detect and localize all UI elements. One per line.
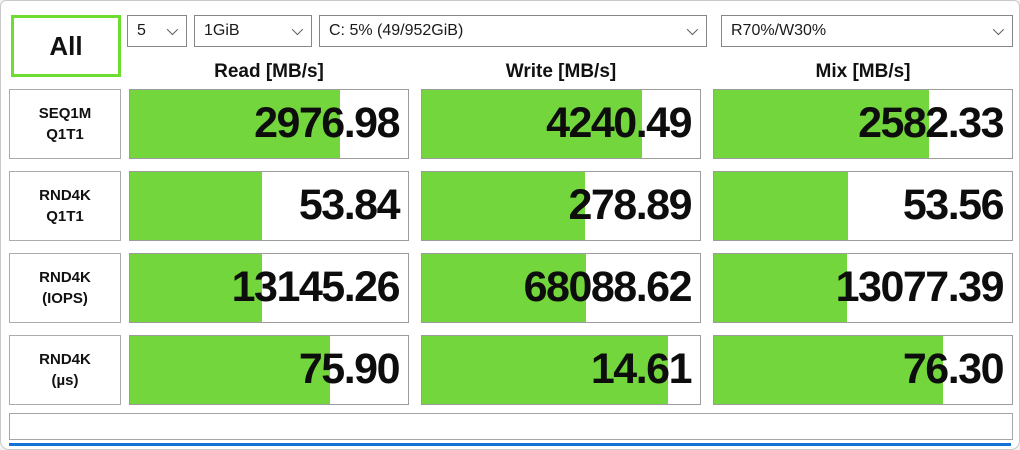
result-value: 53.56: [902, 181, 1005, 229]
row-label-rnd4k-latency: RND4K (µs): [9, 335, 121, 405]
bar-fill: [714, 254, 847, 322]
bar-fill: [714, 172, 849, 240]
row-label-seq1m-q1t1: SEQ1M Q1T1: [9, 89, 121, 159]
bar-fill: [422, 254, 587, 322]
chevron-down-icon: [166, 23, 179, 36]
result-value: 75.90: [298, 345, 401, 393]
column-header-mix: Mix [MB/s]: [815, 61, 911, 82]
bar-fill: [714, 336, 944, 404]
result-cell-seq1m-write[interactable]: 4240.49: [421, 89, 701, 159]
column-header-read: Read [MB/s]: [214, 61, 324, 82]
mix-ratio-dropdown[interactable]: R70%/W30%: [721, 15, 1013, 47]
bar-fill: [130, 254, 263, 322]
result-value: 13145.26: [231, 263, 401, 311]
status-bar: [9, 413, 1013, 440]
result-value: 13077.39: [835, 263, 1005, 311]
mix-ratio-value: R70%/W30%: [731, 22, 827, 39]
result-value: 76.30: [902, 345, 1005, 393]
bar-fill: [714, 90, 929, 158]
row-label-rnd4k-q1t1: RND4K Q1T1: [9, 171, 121, 241]
result-cell-latency-write[interactable]: 14.61: [421, 335, 701, 405]
result-value: 2976.98: [254, 99, 400, 147]
result-value: 4240.49: [546, 99, 692, 147]
result-cell-latency-read[interactable]: 75.90: [129, 335, 409, 405]
result-cell-rnd4k-mix[interactable]: 53.56: [713, 171, 1013, 241]
row-label-line2: Q1T1: [46, 208, 84, 225]
row-label-line1: RND4K: [39, 351, 91, 368]
row-label-line1: SEQ1M: [38, 105, 92, 122]
row-label-line2: (µs): [51, 372, 79, 389]
bar-fill: [130, 172, 263, 240]
result-value: 14.61: [590, 345, 693, 393]
window-accent-line: [9, 443, 1011, 446]
bar-fill: [130, 336, 331, 404]
target-drive-value: C: 5% (49/952GiB): [329, 22, 464, 39]
chevron-down-icon: [291, 23, 304, 36]
bar-fill: [422, 336, 669, 404]
result-value: 2582.33: [858, 99, 1004, 147]
bar-fill: [130, 90, 341, 158]
row-label-line1: RND4K: [39, 187, 91, 204]
row-label-rnd4k-iops: RND4K (IOPS): [9, 253, 121, 323]
target-drive-dropdown[interactable]: C: 5% (49/952GiB): [319, 15, 707, 47]
chevron-down-icon: [686, 23, 699, 36]
column-header-write: Write [MB/s]: [505, 61, 617, 82]
run-all-label: All: [49, 30, 83, 61]
result-cell-rnd4k-write[interactable]: 278.89: [421, 171, 701, 241]
test-count-dropdown[interactable]: 5: [127, 15, 187, 47]
test-size-value: 1GiB: [204, 22, 240, 39]
result-cell-latency-mix[interactable]: 76.30: [713, 335, 1013, 405]
result-cell-iops-read[interactable]: 13145.26: [129, 253, 409, 323]
result-value: 278.89: [568, 181, 692, 229]
bar-fill: [422, 172, 585, 240]
result-cell-iops-mix[interactable]: 13077.39: [713, 253, 1013, 323]
result-value: 53.84: [298, 181, 401, 229]
row-label-line2: (IOPS): [42, 290, 88, 307]
run-all-button[interactable]: All: [11, 15, 121, 77]
test-count-value: 5: [137, 22, 146, 39]
row-label-line1: RND4K: [39, 269, 91, 286]
result-value: 68088.62: [523, 263, 693, 311]
result-cell-seq1m-read[interactable]: 2976.98: [129, 89, 409, 159]
result-cell-iops-write[interactable]: 68088.62: [421, 253, 701, 323]
result-cell-seq1m-mix[interactable]: 2582.33: [713, 89, 1013, 159]
bar-fill: [422, 90, 643, 158]
result-cell-rnd4k-read[interactable]: 53.84: [129, 171, 409, 241]
test-size-dropdown[interactable]: 1GiB: [194, 15, 312, 47]
chevron-down-icon: [992, 23, 1005, 36]
row-label-line2: Q1T1: [46, 126, 84, 143]
